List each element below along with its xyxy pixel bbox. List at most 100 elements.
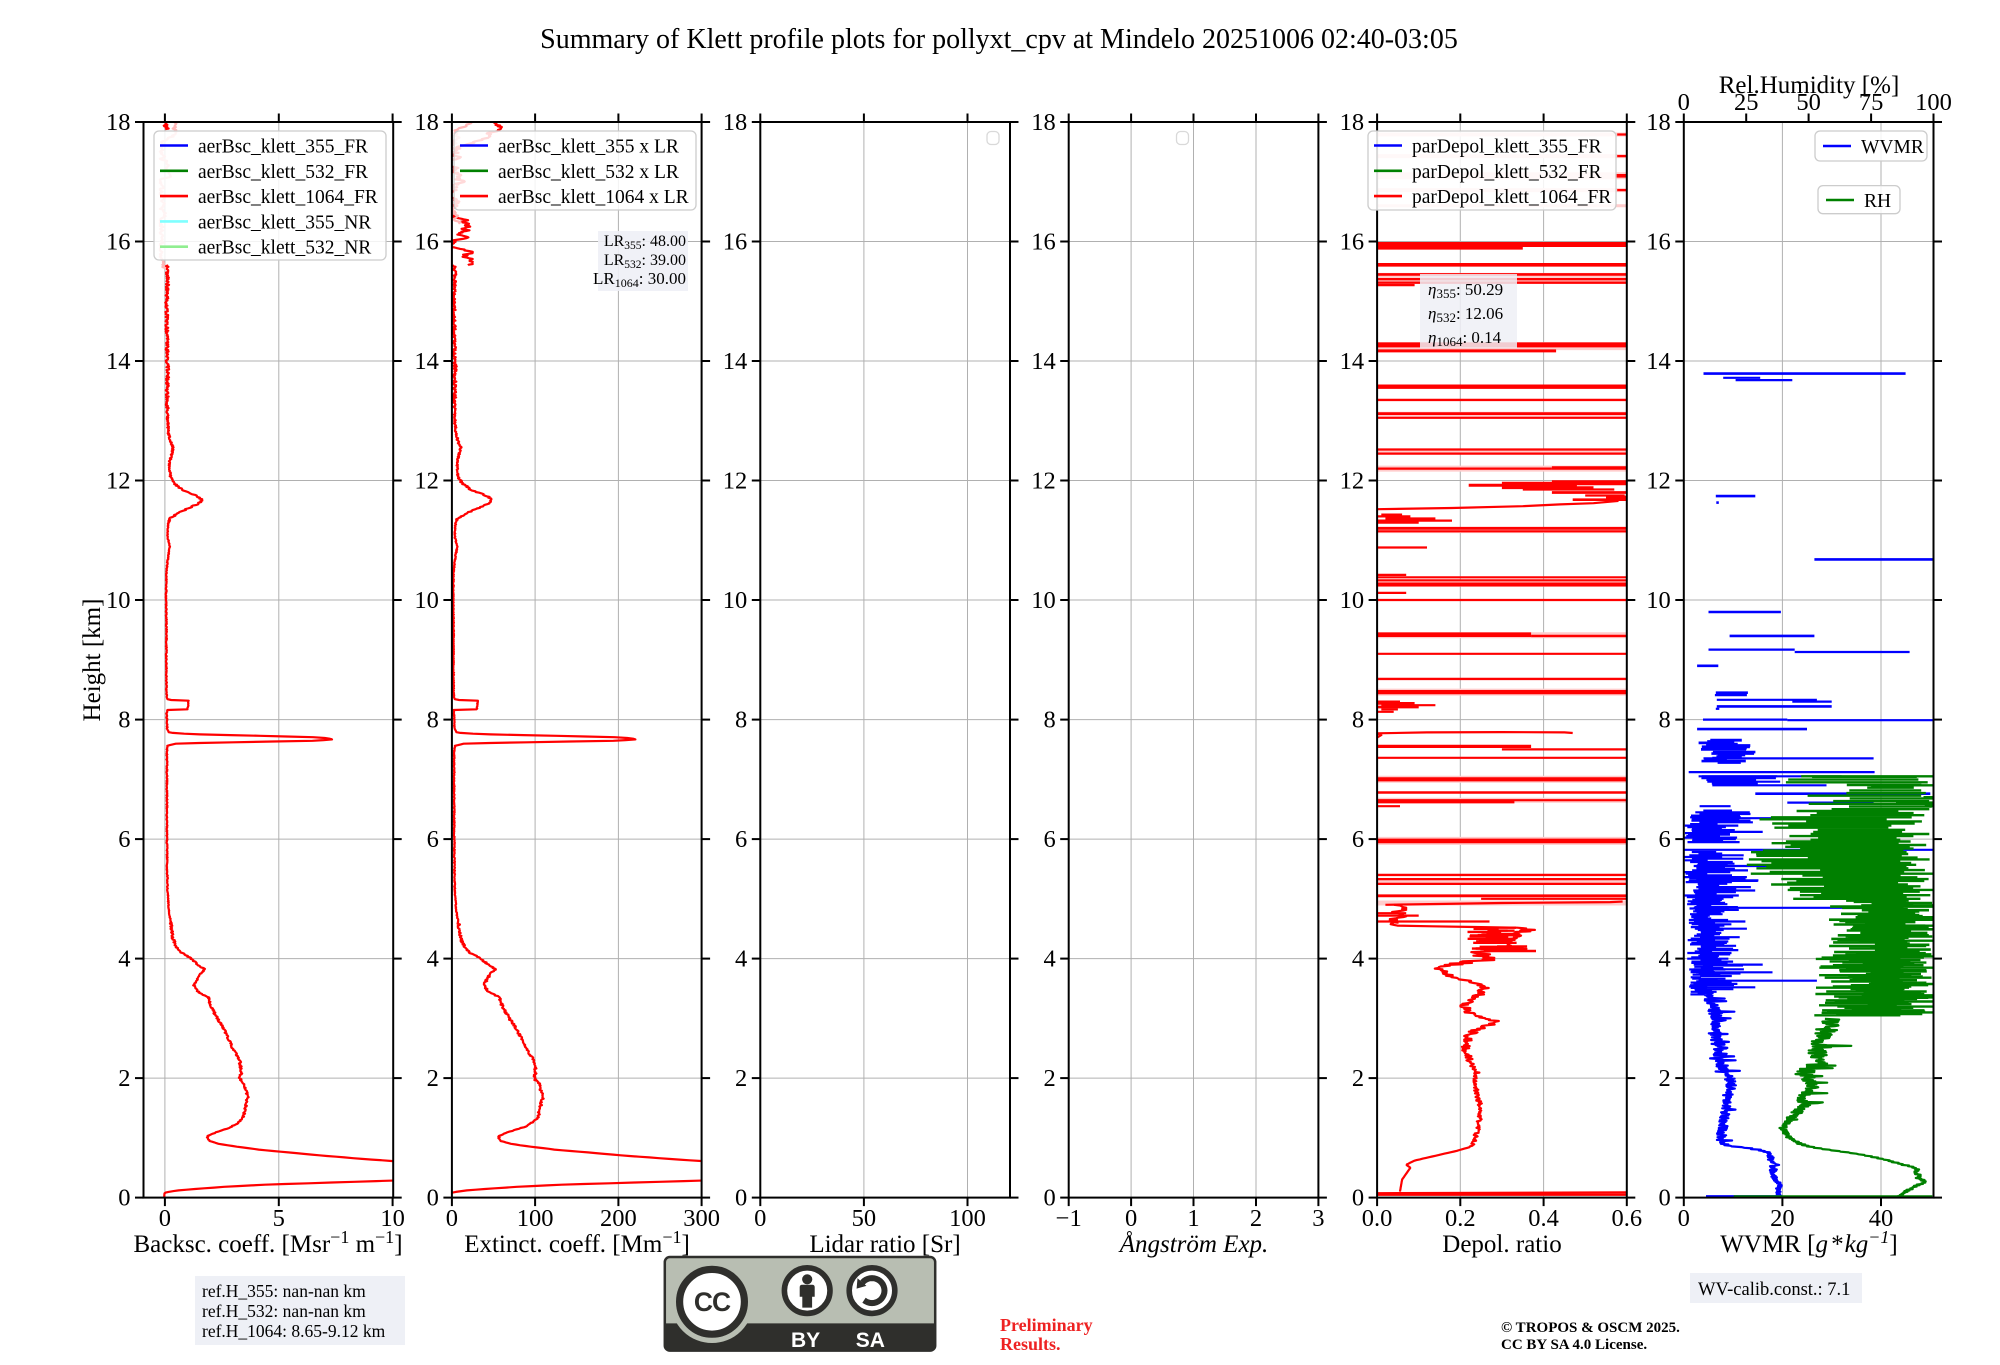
svg-text:WV-calib.const.: 7.1: WV-calib.const.: 7.1	[1698, 1280, 1850, 1300]
svg-text:aerBsc_klett_355_FR: aerBsc_klett_355_FR	[198, 137, 368, 158]
svg-text:6: 6	[1043, 826, 1055, 853]
svg-text:parDepol_klett_532_FR: parDepol_klett_532_FR	[1412, 162, 1602, 183]
svg-text:50: 50	[1796, 89, 1821, 116]
svg-text:ref.H_355: nan-nan km: ref.H_355: nan-nan km	[202, 1281, 366, 1301]
svg-text:4: 4	[118, 946, 130, 973]
svg-text:0: 0	[118, 1185, 130, 1212]
svg-text:6: 6	[1659, 826, 1671, 853]
svg-text:8: 8	[1352, 707, 1364, 734]
svg-text:18: 18	[723, 109, 748, 136]
svg-text:SA: SA	[856, 1329, 885, 1352]
svg-text:4: 4	[1659, 946, 1671, 973]
svg-text:8: 8	[427, 707, 439, 734]
svg-text:18: 18	[1031, 109, 1056, 136]
svg-text:100: 100	[1915, 89, 1952, 116]
svg-text:Backsc. coeff. [Msr−1 m−1]: Backsc. coeff. [Msr−1 m−1]	[133, 1227, 402, 1258]
svg-text:0.6: 0.6	[1611, 1205, 1642, 1232]
svg-text:aerBsc_klett_1064_FR: aerBsc_klett_1064_FR	[198, 187, 378, 208]
svg-text:Rel.Humidity [%]: Rel.Humidity [%]	[1719, 72, 1900, 99]
svg-text:14: 14	[1340, 348, 1365, 375]
svg-text:14: 14	[106, 348, 131, 375]
svg-text:LR355: 48.00: LR355: 48.00	[604, 233, 686, 252]
svg-text:Preliminary: Preliminary	[1000, 1315, 1093, 1335]
svg-text:aerBsc_klett_532 x LR: aerBsc_klett_532 x LR	[498, 162, 679, 183]
svg-text:10: 10	[1340, 587, 1365, 614]
svg-text:0: 0	[754, 1205, 766, 1232]
svg-text:16: 16	[106, 229, 131, 256]
svg-text:14: 14	[414, 348, 439, 375]
svg-text:WVMR: WVMR	[1861, 137, 1924, 158]
svg-text:8: 8	[118, 707, 130, 734]
svg-text:0.4: 0.4	[1528, 1205, 1559, 1232]
svg-text:6: 6	[735, 826, 747, 853]
svg-text:aerBsc_klett_532_FR: aerBsc_klett_532_FR	[198, 162, 368, 183]
svg-text:10: 10	[1646, 587, 1671, 614]
svg-text:0: 0	[1352, 1185, 1364, 1212]
svg-text:14: 14	[1646, 348, 1671, 375]
svg-text:© TROPOS & OSCM 2025.: © TROPOS & OSCM 2025.	[1501, 1320, 1680, 1336]
svg-text:2: 2	[735, 1065, 747, 1092]
svg-text:25: 25	[1734, 89, 1759, 116]
svg-text:12: 12	[1340, 468, 1365, 495]
svg-text:CC: CC	[694, 1287, 731, 1317]
svg-text:0: 0	[1043, 1185, 1055, 1212]
svg-text:CC BY SA 4.0 License.: CC BY SA 4.0 License.	[1501, 1337, 1647, 1353]
svg-text:40: 40	[1869, 1205, 1894, 1232]
svg-text:16: 16	[414, 229, 439, 256]
svg-text:2: 2	[1352, 1065, 1364, 1092]
svg-text:0: 0	[427, 1185, 439, 1212]
svg-text:75: 75	[1859, 89, 1884, 116]
svg-text:Summary of Klett profile plots: Summary of Klett profile plots for polly…	[540, 24, 1458, 55]
svg-text:aerBsc_klett_355 x LR: aerBsc_klett_355 x LR	[498, 137, 679, 158]
svg-text:300: 300	[683, 1205, 720, 1232]
svg-text:aerBsc_klett_1064 x LR: aerBsc_klett_1064 x LR	[498, 187, 689, 208]
svg-text:0.0: 0.0	[1362, 1205, 1393, 1232]
svg-text:aerBsc_klett_532_NR: aerBsc_klett_532_NR	[198, 238, 371, 259]
svg-text:5: 5	[273, 1205, 285, 1232]
svg-text:3: 3	[1312, 1205, 1324, 1232]
svg-text:20: 20	[1770, 1205, 1795, 1232]
svg-text:100: 100	[517, 1205, 554, 1232]
svg-text:16: 16	[723, 229, 748, 256]
svg-text:0: 0	[735, 1185, 747, 1212]
svg-text:100: 100	[949, 1205, 986, 1232]
svg-text:10: 10	[106, 587, 131, 614]
svg-text:0: 0	[1659, 1185, 1671, 1212]
svg-text:0: 0	[159, 1205, 171, 1232]
svg-text:Depol. ratio: Depol. ratio	[1442, 1231, 1561, 1258]
svg-text:200: 200	[600, 1205, 637, 1232]
svg-text:4: 4	[1352, 946, 1364, 973]
svg-text:RH: RH	[1864, 191, 1891, 212]
svg-text:2: 2	[1043, 1065, 1055, 1092]
svg-text:0: 0	[1678, 89, 1690, 116]
svg-text:14: 14	[1031, 348, 1056, 375]
svg-text:0: 0	[1125, 1205, 1137, 1232]
svg-text:Lidar ratio [Sr]: Lidar ratio [Sr]	[809, 1231, 960, 1258]
svg-text:4: 4	[427, 946, 439, 973]
svg-text:12: 12	[414, 468, 439, 495]
svg-text:parDepol_klett_1064_FR: parDepol_klett_1064_FR	[1412, 187, 1611, 208]
svg-text:2: 2	[427, 1065, 439, 1092]
svg-text:18: 18	[414, 109, 439, 136]
svg-text:10: 10	[414, 587, 439, 614]
svg-text:4: 4	[735, 946, 747, 973]
svg-text:12: 12	[1031, 468, 1056, 495]
svg-text:Results.: Results.	[1000, 1334, 1061, 1354]
svg-text:LR1064: 30.00: LR1064: 30.00	[593, 269, 686, 290]
svg-text:BY: BY	[791, 1329, 820, 1352]
svg-text:18: 18	[106, 109, 131, 136]
svg-text:0.2: 0.2	[1445, 1205, 1476, 1232]
svg-text:18: 18	[1340, 109, 1365, 136]
svg-text:50: 50	[852, 1205, 877, 1232]
svg-text:12: 12	[723, 468, 748, 495]
svg-text:4: 4	[1043, 946, 1055, 973]
svg-text:8: 8	[1659, 707, 1671, 734]
svg-text:10: 10	[723, 587, 748, 614]
svg-text:12: 12	[106, 468, 131, 495]
svg-text:Extinct. coeff. [Mm−1]: Extinct. coeff. [Mm−1]	[464, 1227, 690, 1258]
svg-text:WVMR [g * kg−1]: WVMR [g * kg−1]	[1720, 1227, 1897, 1258]
svg-text:ref.H_532: nan-nan km: ref.H_532: nan-nan km	[202, 1301, 366, 1321]
svg-text:12: 12	[1646, 468, 1671, 495]
svg-text:Ångström Exp.: Ångström Exp.	[1118, 1231, 1269, 1258]
svg-text:Height [km]: Height [km]	[79, 599, 106, 722]
